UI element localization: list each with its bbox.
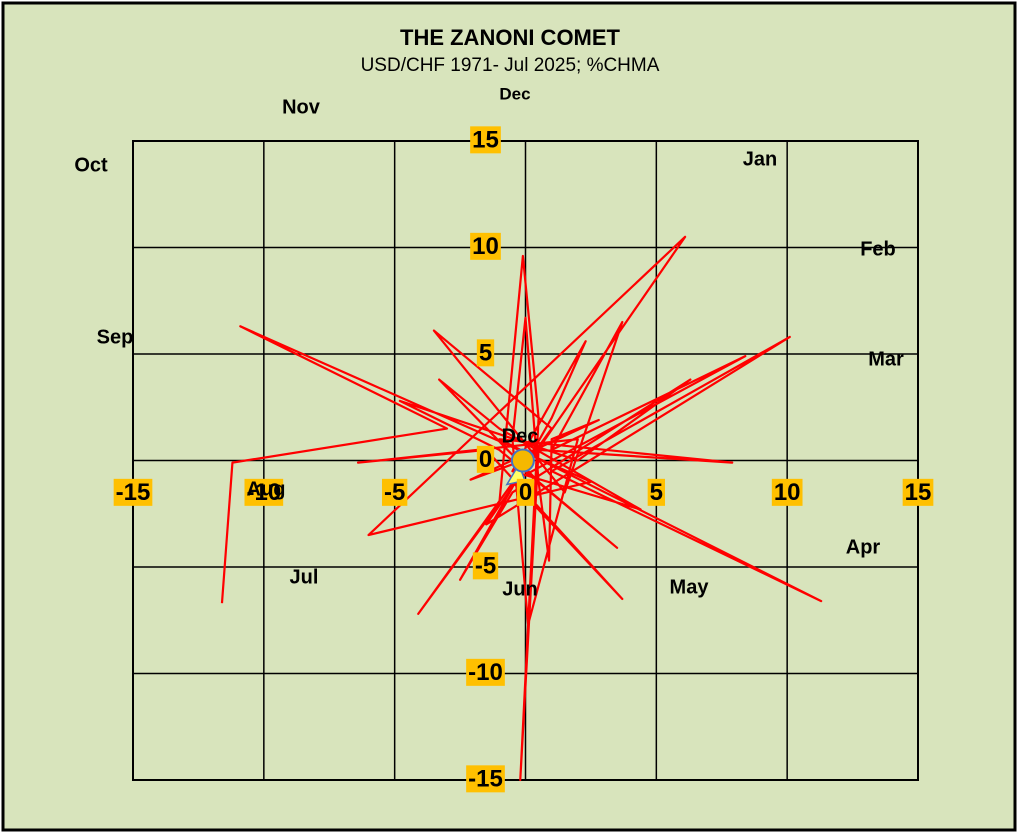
tick-label-bg <box>476 445 495 473</box>
y-tick-label: 5 <box>479 339 492 366</box>
month-label: Dec <box>502 425 539 447</box>
month-label: Apr <box>846 536 881 558</box>
tick-label-bg <box>470 126 501 154</box>
tick-label-bg <box>516 478 535 506</box>
month-label: Aug <box>247 478 286 500</box>
tick-label-bg <box>466 658 505 686</box>
y-tick-label: -5 <box>475 552 496 579</box>
y-tick-label: 10 <box>472 233 499 260</box>
y-tick-label: -10 <box>468 659 503 686</box>
month-label: Nov <box>282 96 321 118</box>
month-label: Feb <box>860 238 896 260</box>
x-tick-label: 0 <box>519 479 532 506</box>
month-label: May <box>670 576 710 598</box>
month-label: Sep <box>97 326 134 348</box>
x-tick-label: -5 <box>384 479 405 506</box>
month-label: Mar <box>868 348 904 370</box>
tick-label-bg <box>902 478 934 506</box>
month-label: Dec <box>499 84 530 103</box>
month-label: Oct <box>74 154 108 176</box>
chart-title: THE ZANONI COMET <box>400 25 621 50</box>
x-tick-label: -15 <box>116 479 151 506</box>
tick-label-bg <box>466 765 505 793</box>
x-tick-label: 15 <box>905 479 932 506</box>
tick-label-bg <box>472 552 499 580</box>
labels: -15 -10 -5 0 5 10 15 -15 -10 -5 0 5 10 15 Dec Nov Oct Jan… <box>74 84 934 793</box>
tick-label-bg <box>476 339 495 367</box>
tick-label-bg <box>244 478 284 506</box>
x-tick-label: -10 <box>246 479 281 506</box>
month-label: Jan <box>743 148 777 170</box>
y-tick-label: 0 <box>479 446 492 473</box>
month-label: Jul <box>290 566 319 588</box>
tick-label-bg <box>113 478 153 506</box>
tick-label-bg <box>771 478 803 506</box>
tick-label-bg <box>470 232 501 260</box>
chart-subtitle: USD/CHF 1971- Jul 2025; %CHMA <box>361 55 660 76</box>
plot-border <box>132 140 919 781</box>
y-tick-label: 15 <box>472 126 499 153</box>
current-point <box>510 448 535 473</box>
tick-label-bg <box>647 478 666 506</box>
x-tick-label: 5 <box>650 479 663 506</box>
grid <box>132 140 919 781</box>
y-tick-label: -15 <box>468 765 503 792</box>
comet-line <box>220 235 823 782</box>
x-tick-label: 10 <box>774 479 801 506</box>
month-label: Jun <box>502 578 538 600</box>
tick-label-bg <box>381 478 408 506</box>
